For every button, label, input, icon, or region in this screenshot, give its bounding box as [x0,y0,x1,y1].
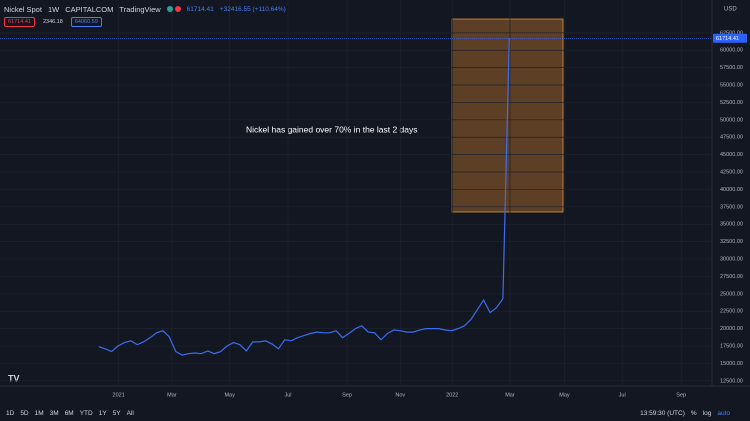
x-tick-label: 2022 [446,392,458,398]
y-tick-label: 20000.00 [720,326,743,332]
y-tick-label: 45000.00 [720,152,743,158]
x-tick-label: Mar [167,392,177,398]
symbol[interactable]: Nickel Spot [4,4,42,14]
range-button[interactable]: YTD [79,409,93,417]
x-tick-label: Nov [395,392,405,398]
range-button[interactable]: 3M [49,409,59,417]
price-change: +32416.55 (+110.64%) [219,5,286,13]
y-tick-label: 15000.00 [720,361,743,367]
range-button[interactable]: 6M [64,409,74,417]
x-tick-label: Mar [505,392,515,398]
plot [0,0,712,385]
y-tick-label: 32500.00 [720,239,743,245]
scale-option[interactable]: % [690,409,697,417]
sell-button[interactable]: 61714.41 [4,17,35,27]
x-tick-label: Sep [342,392,352,398]
x-tick-label: Jul [284,392,291,398]
status-dot [174,6,181,12]
y-tick-label: 27500.00 [720,274,743,280]
price-line-series [98,38,510,356]
bottom-toolbar: 1D 5D 1M 3M 6M YTD 1Y 5Y All 13:59:30 (UTC)% log au… [0,405,750,421]
y-tick-label: 12500.00 [720,378,743,384]
y-tick-label: 22500.00 [720,309,743,315]
logo: TV [8,373,20,383]
y-tick-label: 60000.00 [720,48,743,54]
range-button[interactable]: 5Y [112,409,121,417]
y-tick-label: 42500.00 [720,169,743,175]
buy-button[interactable]: 64060.59 [70,17,102,27]
price-label-box [713,33,747,43]
spread: 2346.18 [42,19,63,25]
interval[interactable]: 1W [47,4,60,14]
x-tick-label: 2021 [113,392,125,398]
x-tick-label: May [559,392,570,398]
y-tick-label: 40000.00 [720,187,743,193]
scale-option[interactable]: auto [717,409,730,417]
y-tick-label: 52500.00 [720,100,743,106]
range-button[interactable]: 1Y [98,409,107,417]
exchange: CAPITALCOM [65,4,114,14]
y-tick-label: 47500.00 [720,135,743,141]
y-tick-label: 37500.00 [720,204,743,210]
annotation: Nickel has gained over 70% in the last 2… [246,124,418,134]
range-button[interactable]: 1D [6,409,15,417]
status-dot [166,6,173,12]
y-tick-label: 55000.00 [720,82,743,88]
x-tick-label: Sep [676,392,686,398]
scale-option[interactable]: log [702,409,712,417]
y-tick-label: 35000.00 [720,222,743,228]
price-label: 61714.41 [716,36,739,42]
trade-buttons: 61714.41 2346.18 64060.59 [4,17,102,27]
range-button[interactable]: 5D [20,409,29,417]
x-tick-label: May [224,392,235,398]
y-tick-label: 25000.00 [720,291,743,297]
y-tick-label: 30000.00 [720,256,743,262]
range-button[interactable]: All [126,409,134,417]
y-tick-label: 17500.00 [720,343,743,349]
range-button[interactable]: 1M [34,409,44,417]
source: TradingView [119,4,161,14]
clock: 13:59:30 (UTC) [640,409,685,417]
y-tick-label: 57500.00 [720,65,743,71]
y-tick-label: 62500.00 [720,30,743,36]
x-tick-label: Jul [619,392,626,398]
y-tick-label: 50000.00 [720,117,743,123]
currency[interactable]: USD [724,7,737,13]
header: Nickel Spot 1W CAPITALCOM TradingView 61… [4,3,286,15]
last-price: 61714.41 [186,5,214,13]
